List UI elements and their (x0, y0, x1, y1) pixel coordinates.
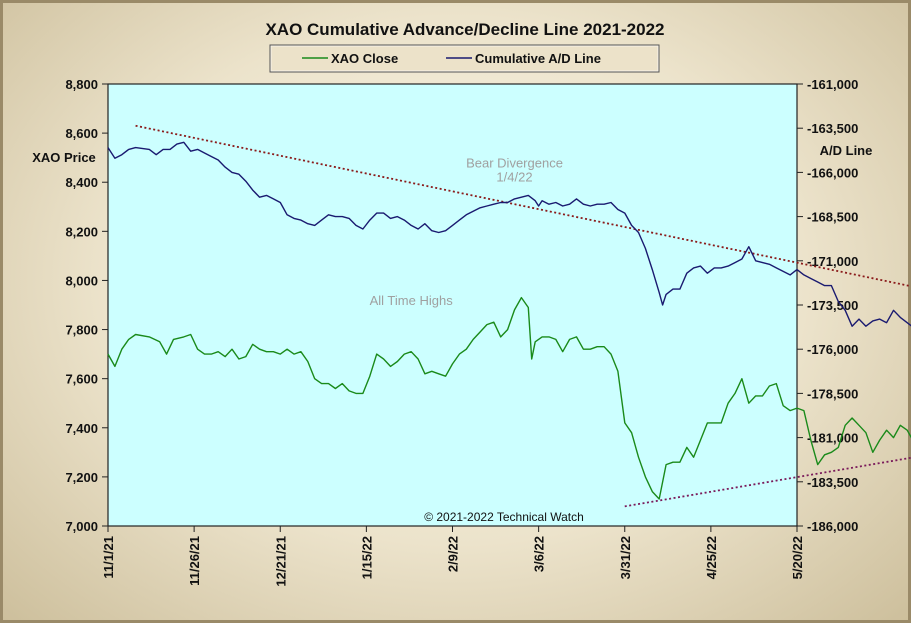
left-axis-tick-label: 8,000 (65, 273, 98, 288)
left-axis-tick-label: 8,800 (65, 77, 98, 92)
legend-xao-close-label: XAO Close (331, 51, 398, 66)
x-axis-tick-label: 4/25/22 (704, 536, 719, 579)
right-axis-tick-label: -178,500 (807, 386, 858, 401)
bear-divergence-text: 1/4/22 (496, 169, 532, 184)
left-axis-tick-label: 8,400 (65, 175, 98, 190)
left-axis-tick-label: 8,600 (65, 126, 98, 141)
all-time-highs-text: All Time Highs (370, 293, 454, 308)
right-axis-tick-label: -176,000 (807, 342, 858, 357)
right-axis-tick-label: -183,500 (807, 475, 858, 490)
right-axis-tick-label: -168,500 (807, 210, 858, 225)
right-axis-tick-label: -181,000 (807, 431, 858, 446)
x-axis-tick-label: 2/9/22 (446, 536, 461, 572)
left-axis-tick-label: 7,800 (65, 323, 98, 338)
left-axis-tick-label: 8,200 (65, 224, 98, 239)
left-axis-label: XAO Price (32, 150, 96, 165)
legend: XAO Close Cumulative A/D Line (269, 44, 660, 73)
x-axis-tick-label: 3/31/22 (618, 536, 633, 579)
legend-highlight (270, 45, 659, 72)
breadth-reset-trendline (624, 456, 911, 508)
series (107, 141, 911, 500)
xao-close-line (107, 296, 911, 500)
x-axis-tick-label: 3/6/22 (532, 536, 547, 572)
legend-ad-line-label: Cumulative A/D Line (475, 51, 601, 66)
axes: 7,000 7,200 7,400 7,600 7,800 8,000 8,200 8,400… (65, 77, 858, 587)
right-axis-tick-label: -186,000 (807, 519, 858, 534)
x-axis-tick-label: 11/26/21 (187, 536, 202, 586)
right-axis-label: A/D Line (820, 143, 873, 158)
left-axis-tick-label: 7,200 (65, 470, 98, 485)
x-axis-tick-label: 12/21/21 (273, 536, 288, 587)
bear-divergence-trendline (135, 124, 911, 288)
chart-title: XAO Cumulative Advance/Decline Line 2021… (265, 20, 664, 39)
right-axis-tick-label: -171,000 (807, 254, 858, 269)
trendlines (135, 124, 911, 508)
right-axis-tick-label: -161,000 (807, 77, 858, 92)
left-axis-tick-label: 7,000 (65, 519, 98, 534)
x-axis-tick-label: 11/1/21 (101, 536, 116, 579)
left-axis-tick-label: 7,600 (65, 372, 98, 387)
x-axis-tick-label: 5/20/22 (790, 536, 805, 579)
right-axis-tick-label: -166,000 (807, 165, 858, 180)
plot-area (107, 83, 798, 527)
x-axis-tick-label: 1/15/22 (359, 536, 374, 579)
right-axis-tick-label: -163,500 (807, 121, 858, 136)
right-axis-tick-label: -173,500 (807, 298, 858, 313)
left-axis-tick-label: 7,400 (65, 421, 98, 436)
bear-divergence-text: Bear Divergence (466, 155, 563, 170)
credit-text: © 2021-2022 Technical Watch (424, 510, 584, 524)
ad-line (107, 141, 911, 327)
